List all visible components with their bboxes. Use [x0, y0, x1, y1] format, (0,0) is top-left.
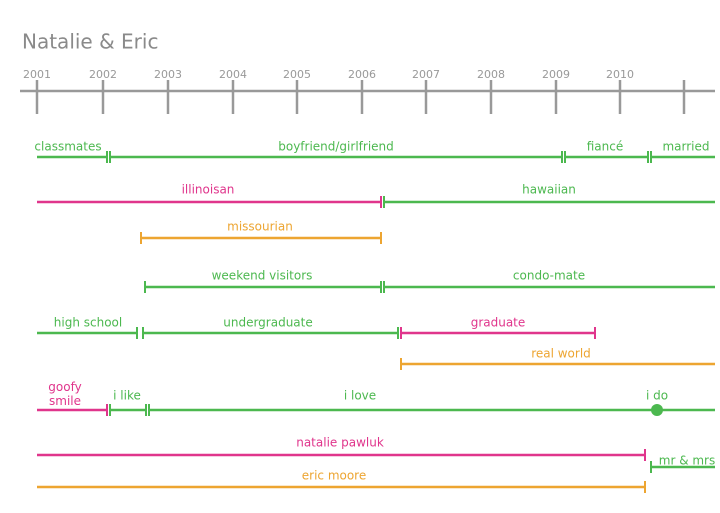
milestone-dot	[651, 404, 663, 416]
segment-label: condo-mate	[513, 269, 585, 283]
segment-label: classmates	[34, 140, 101, 154]
year-label: 2001	[23, 68, 51, 81]
segment-label: illinoisan	[182, 183, 235, 197]
milestone-label: i do	[646, 389, 668, 403]
year-label: 2008	[477, 68, 505, 81]
year-label: 2007	[412, 68, 440, 81]
year-label: 2004	[219, 68, 247, 81]
year-label: 2005	[283, 68, 311, 81]
segment-label: missourian	[227, 220, 293, 234]
year-label: 2006	[348, 68, 376, 81]
segment-label: eric moore	[302, 469, 367, 483]
segment-label: i love	[344, 389, 376, 403]
segment-label: hawaiian	[522, 183, 576, 197]
segment-label: natalie pawluk	[296, 436, 384, 450]
segment-label: weekend visitors	[212, 269, 313, 283]
segment-label: graduate	[471, 316, 526, 330]
segment-label: undergraduate	[223, 316, 313, 330]
segment-label: mr & mrs	[659, 454, 715, 468]
segment-label: boyfriend/girlfriend	[278, 140, 394, 154]
segment-label: married	[662, 140, 709, 154]
segment-label: goofy smile	[48, 380, 82, 408]
year-label: 2002	[89, 68, 117, 81]
year-label: 2010	[606, 68, 634, 81]
segment-label: real world	[531, 347, 591, 361]
title: Natalie & Eric	[22, 30, 158, 54]
segment-label: i like	[113, 389, 141, 403]
segment-label: high school	[54, 316, 122, 330]
year-label: 2003	[154, 68, 182, 81]
segment-label: fiancé	[587, 140, 624, 154]
year-label: 2009	[542, 68, 570, 81]
